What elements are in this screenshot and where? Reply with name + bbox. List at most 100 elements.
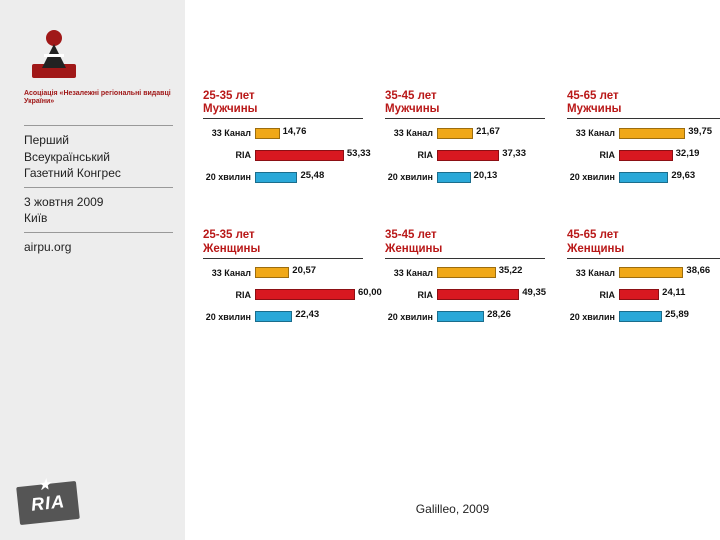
- bar-row: 20 хвилин 25,48: [203, 167, 363, 187]
- date-line: 3 жовтня 2009: [24, 195, 103, 209]
- bar-row: 20 хвилин 29,63: [567, 167, 720, 187]
- bar: [619, 150, 673, 161]
- bar-value: 28,26: [487, 309, 511, 320]
- chart-panel: 25-35 летЖенщины33 Канал20,57RIA60,0020 …: [203, 229, 363, 328]
- chart-panel: 35-45 летМужчины33 Канал21,67RIA37,3320 …: [385, 90, 545, 189]
- series-label: RIA: [203, 150, 255, 160]
- bar-value: 29,63: [671, 170, 695, 181]
- sidebar: Асоціація «Незалежні регіональні видавці…: [0, 0, 185, 540]
- bar-value: 38,66: [686, 265, 710, 276]
- panel-title-line: Мужчины: [385, 103, 440, 115]
- bar-track: 24,11: [619, 289, 720, 300]
- series-label: 33 Канал: [203, 128, 255, 138]
- panel-title: 35-45 летЖенщины: [385, 229, 545, 258]
- bar: [255, 150, 344, 161]
- bar-value: 25,48: [300, 170, 324, 181]
- series-label: 33 Канал: [385, 128, 437, 138]
- ria-label: RIA: [30, 491, 66, 515]
- site-url: airpu.org: [24, 239, 173, 255]
- bar: [437, 128, 473, 139]
- bar: [437, 172, 471, 183]
- bar-track: 29,63: [619, 172, 720, 183]
- bar-row: RIA32,19: [567, 145, 720, 165]
- divider: [24, 232, 173, 233]
- bar-track: 28,26: [437, 311, 545, 322]
- series-label: RIA: [203, 290, 255, 300]
- logo-caption: Асоціація «Незалежні регіональні видавці…: [24, 90, 173, 105]
- bar-row: RIA49,35: [385, 285, 545, 305]
- panel-title-line: Женщины: [385, 243, 442, 255]
- series-label: 20 хвилин: [203, 312, 255, 322]
- panel-title: 45-65 летМужчины: [567, 90, 720, 119]
- series-label: 20 хвилин: [385, 172, 437, 182]
- bar-row: RIA60,00: [203, 285, 363, 305]
- footer-credit: Galilleo, 2009: [416, 502, 489, 516]
- panel-title-line: 45-65 лет: [567, 229, 619, 241]
- bar-track: 32,19: [619, 150, 720, 161]
- bar-value: 24,11: [662, 287, 685, 298]
- bar-track: 14,76: [255, 128, 363, 139]
- panel-title-line: 45-65 лет: [567, 90, 619, 102]
- series-label: 33 Канал: [567, 268, 619, 278]
- bar-row: RIA37,33: [385, 145, 545, 165]
- panel-title: 25-35 летМужчины: [203, 90, 363, 119]
- chart-panel: 45-65 летМужчины33 Канал39,75RIA32,1920 …: [567, 90, 720, 189]
- bar-row: RIA53,33: [203, 145, 363, 165]
- series-label: 33 Канал: [567, 128, 619, 138]
- main: 25-35 летМужчины33 Канал14,76RIA53,3320 …: [185, 0, 720, 540]
- series-label: 33 Канал: [203, 268, 255, 278]
- chart-grid: 25-35 летМужчины33 Канал14,76RIA53,3320 …: [203, 90, 710, 329]
- title-line: Перший: [24, 133, 69, 147]
- bar-track: 21,67: [437, 128, 545, 139]
- bar: [437, 311, 484, 322]
- series-label: RIA: [385, 150, 437, 160]
- series-label: 20 хвилин: [385, 312, 437, 322]
- logo: [24, 24, 84, 84]
- bar-track: 35,22: [437, 267, 545, 278]
- series-label: 20 хвилин: [567, 312, 619, 322]
- bar-row: 33 Канал 38,66: [567, 263, 720, 283]
- bar: [619, 128, 685, 139]
- panel-title-line: 25-35 лет: [203, 90, 255, 102]
- bar-track: 25,89: [619, 311, 720, 322]
- bar-track: 38,66: [619, 267, 720, 278]
- chart-panel: 35-45 летЖенщины 33 Канал 35,22 RIA49,35 20 …: [385, 229, 545, 328]
- congress-title: Перший Всеукраїнський Газетний Конгрес: [24, 132, 173, 181]
- bar-value: 35,22: [499, 265, 523, 276]
- bar: [255, 267, 289, 278]
- bar-track: 53,33: [255, 150, 363, 161]
- panel-title-line: Мужчины: [567, 103, 622, 115]
- bar-track: 25,48: [255, 172, 363, 183]
- series-label: RIA: [567, 290, 619, 300]
- series-label: RIA: [385, 290, 437, 300]
- bar-row: 20 хвилин25,89: [567, 307, 720, 327]
- series-label: 20 хвилин: [203, 172, 255, 182]
- panel-title-line: Мужчины: [203, 103, 258, 115]
- bar: [255, 289, 355, 300]
- bar-row: 33 Канал 35,22: [385, 263, 545, 283]
- bar-row: 20 хвилин20,13: [385, 167, 545, 187]
- series-label: 33 Канал: [385, 268, 437, 278]
- star-icon: ★: [37, 476, 52, 494]
- series-label: 20 хвилин: [567, 172, 619, 182]
- date-line: Київ: [24, 211, 47, 225]
- bar: [437, 289, 519, 300]
- panel-title: 45-65 летЖенщины: [567, 229, 720, 258]
- title-line: Всеукраїнський: [24, 150, 110, 164]
- event-date: 3 жовтня 2009 Київ: [24, 194, 173, 226]
- bar-track: 22,43: [255, 311, 363, 322]
- panel-title-line: Женщины: [203, 243, 260, 255]
- ria-badge: ★ RIA: [16, 481, 80, 525]
- bar-value: 60,00: [358, 287, 382, 298]
- bar-row: 20 хвилин 22,43: [203, 307, 363, 327]
- bar-value: 22,43: [295, 309, 319, 320]
- chart-panel: 25-35 летМужчины33 Канал14,76RIA53,3320 …: [203, 90, 363, 189]
- bar-row: 33 Канал14,76: [203, 123, 363, 143]
- bar: [619, 311, 662, 322]
- bar-value: 39,75: [688, 126, 712, 137]
- panel-title-line: 25-35 лет: [203, 229, 255, 241]
- bar-track: 49,35: [437, 289, 545, 300]
- chart-panel: 45-65 летЖенщины 33 Канал 38,66 RIA 24,11 20 …: [567, 229, 720, 328]
- divider: [24, 187, 173, 188]
- bar: [619, 172, 668, 183]
